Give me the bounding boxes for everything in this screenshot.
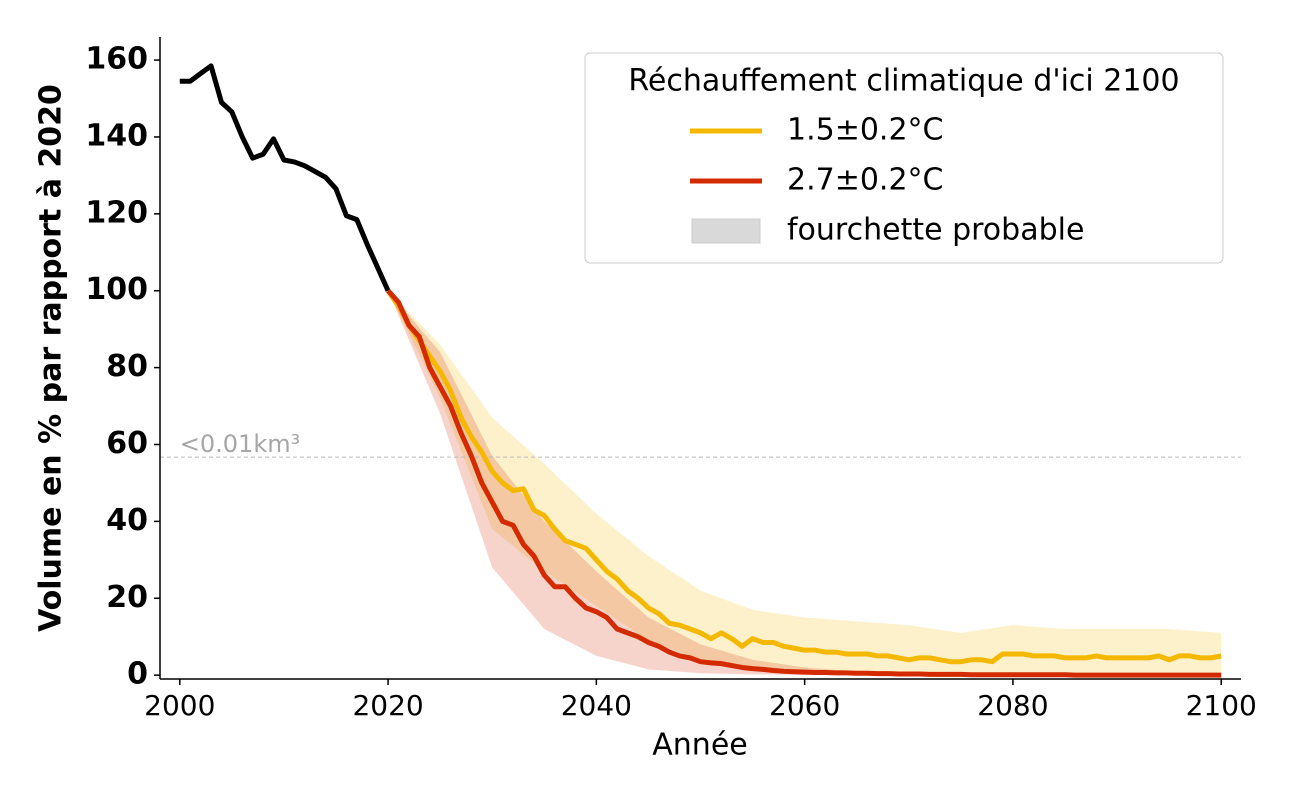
y-tick-label: 80 — [106, 349, 148, 384]
likely-range-band — [388, 290, 1222, 675]
x-tick-label: 2020 — [352, 689, 423, 722]
series-line — [386, 289, 1222, 665]
x-tick-label: 2040 — [561, 689, 632, 722]
y-tick-label: 60 — [106, 426, 148, 461]
series-line — [179, 63, 391, 292]
legend: Réchauffement climatique d'ici 2100 1.5±0… — [584, 52, 1224, 264]
legend-title: Réchauffement climatique d'ici 2100 — [628, 64, 1179, 99]
legend-label: 1.5±0.2°C — [787, 113, 944, 148]
legend-box — [584, 52, 1224, 264]
y-tick-label: 140 — [85, 118, 148, 153]
legend-label: 2.7±0.2°C — [787, 163, 944, 198]
x-tick-label: 2080 — [977, 689, 1048, 722]
x-tick-label: 2100 — [1186, 689, 1257, 722]
x-tick-label: 2000 — [144, 689, 215, 722]
y-tick-label: 20 — [106, 580, 148, 615]
annotation: <0.01km³ — [180, 430, 300, 458]
series-line — [386, 289, 1222, 678]
y-tick-label: 120 — [85, 195, 148, 230]
y-tick-label: 0 — [127, 657, 148, 692]
y-tick-label: 160 — [85, 42, 148, 77]
y-tick-label: 100 — [85, 272, 148, 307]
legend-label: fourchette probable — [787, 213, 1084, 248]
y-tick-label: 40 — [106, 503, 148, 538]
legend-swatch — [691, 218, 761, 244]
x-tick-label: 2060 — [769, 689, 840, 722]
y-axis-label: Volume en % par rapport à 2020 — [34, 84, 69, 632]
likely-range-band — [388, 290, 1222, 676]
x-axis-label: Année — [652, 728, 747, 763]
